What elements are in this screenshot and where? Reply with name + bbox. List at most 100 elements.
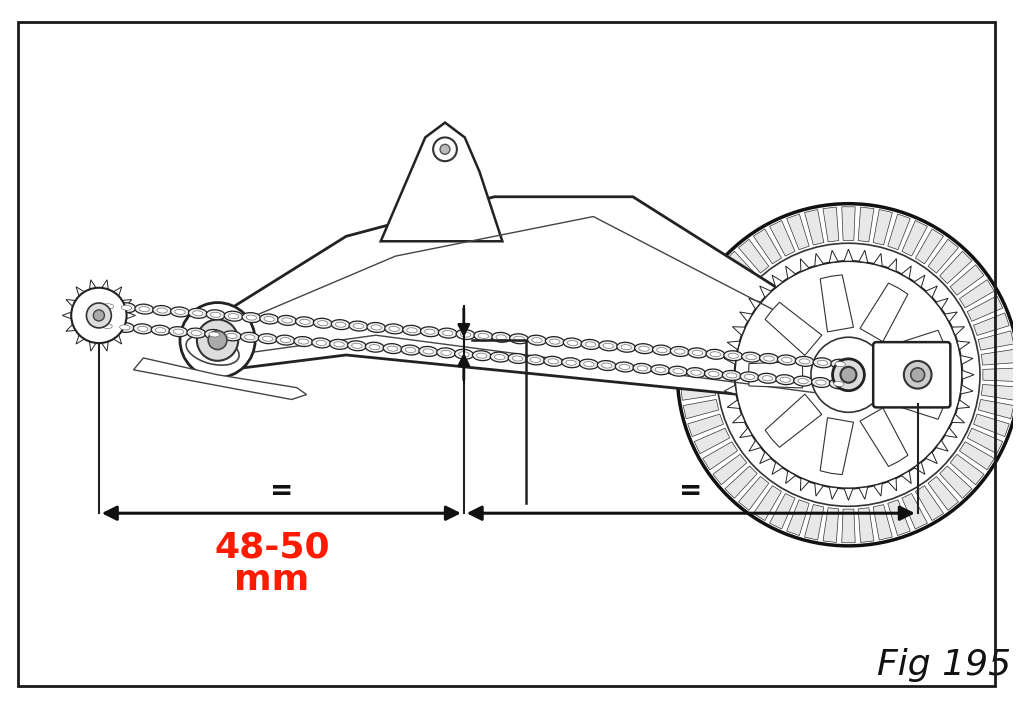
- Polygon shape: [760, 452, 771, 464]
- Ellipse shape: [597, 360, 616, 370]
- Ellipse shape: [371, 325, 382, 330]
- Ellipse shape: [531, 338, 542, 343]
- Ellipse shape: [224, 312, 243, 321]
- Ellipse shape: [425, 329, 435, 334]
- Ellipse shape: [671, 346, 689, 356]
- Polygon shape: [888, 258, 897, 271]
- Polygon shape: [940, 251, 972, 283]
- Ellipse shape: [812, 377, 830, 387]
- Circle shape: [841, 367, 856, 383]
- Polygon shape: [122, 299, 132, 307]
- Ellipse shape: [722, 370, 741, 380]
- Ellipse shape: [526, 355, 545, 365]
- Ellipse shape: [762, 376, 772, 381]
- Polygon shape: [858, 207, 873, 242]
- Ellipse shape: [281, 338, 291, 343]
- Polygon shape: [114, 335, 122, 344]
- Polygon shape: [873, 484, 883, 496]
- Ellipse shape: [687, 367, 706, 377]
- Ellipse shape: [294, 336, 312, 346]
- Polygon shape: [860, 408, 908, 467]
- Polygon shape: [820, 418, 853, 474]
- Polygon shape: [738, 239, 769, 273]
- Polygon shape: [983, 368, 1017, 382]
- Ellipse shape: [726, 373, 737, 378]
- Ellipse shape: [407, 328, 417, 333]
- Polygon shape: [765, 394, 822, 447]
- Ellipse shape: [829, 379, 848, 389]
- Polygon shape: [738, 476, 769, 510]
- Ellipse shape: [530, 358, 541, 362]
- Ellipse shape: [635, 343, 653, 353]
- Ellipse shape: [459, 352, 469, 357]
- Polygon shape: [902, 493, 928, 529]
- Polygon shape: [785, 471, 796, 484]
- Ellipse shape: [603, 343, 613, 348]
- Ellipse shape: [691, 370, 701, 375]
- Polygon shape: [859, 250, 867, 263]
- Polygon shape: [914, 462, 925, 474]
- Ellipse shape: [242, 313, 261, 323]
- Polygon shape: [974, 313, 1010, 336]
- Text: Fig 195: Fig 195: [878, 648, 1012, 682]
- Polygon shape: [873, 210, 892, 245]
- Ellipse shape: [758, 373, 777, 383]
- Polygon shape: [815, 253, 823, 266]
- Ellipse shape: [675, 349, 685, 354]
- Polygon shape: [681, 368, 714, 382]
- Ellipse shape: [317, 321, 328, 326]
- Polygon shape: [859, 487, 867, 499]
- Polygon shape: [769, 220, 795, 256]
- Polygon shape: [76, 335, 84, 344]
- Polygon shape: [786, 500, 809, 535]
- Ellipse shape: [474, 331, 493, 341]
- Ellipse shape: [508, 353, 527, 363]
- Polygon shape: [765, 302, 822, 355]
- Polygon shape: [842, 509, 855, 543]
- Polygon shape: [727, 341, 740, 350]
- Ellipse shape: [99, 302, 118, 312]
- Polygon shape: [888, 478, 897, 491]
- Ellipse shape: [367, 323, 386, 333]
- Ellipse shape: [656, 348, 667, 353]
- Polygon shape: [694, 296, 730, 321]
- Ellipse shape: [389, 326, 399, 331]
- Polygon shape: [688, 313, 723, 336]
- Polygon shape: [945, 312, 957, 322]
- Ellipse shape: [584, 362, 594, 367]
- Ellipse shape: [312, 338, 331, 348]
- Polygon shape: [950, 265, 984, 295]
- Ellipse shape: [173, 329, 183, 334]
- Polygon shape: [805, 505, 824, 540]
- Ellipse shape: [527, 335, 546, 346]
- Polygon shape: [760, 286, 771, 297]
- Ellipse shape: [441, 350, 452, 355]
- Polygon shape: [844, 249, 853, 261]
- Polygon shape: [754, 486, 781, 520]
- Ellipse shape: [193, 311, 203, 316]
- Polygon shape: [66, 299, 76, 307]
- Ellipse shape: [133, 324, 153, 333]
- Ellipse shape: [760, 353, 778, 363]
- Ellipse shape: [621, 345, 632, 350]
- Ellipse shape: [776, 375, 795, 384]
- Ellipse shape: [546, 336, 564, 346]
- Ellipse shape: [228, 314, 239, 319]
- Ellipse shape: [260, 314, 279, 324]
- Polygon shape: [945, 428, 957, 438]
- Ellipse shape: [353, 324, 364, 329]
- Polygon shape: [725, 466, 758, 498]
- Ellipse shape: [205, 329, 223, 339]
- Text: =: =: [679, 477, 702, 506]
- Ellipse shape: [296, 317, 314, 327]
- Ellipse shape: [186, 335, 240, 365]
- Ellipse shape: [455, 349, 473, 359]
- Ellipse shape: [476, 353, 487, 358]
- Ellipse shape: [655, 367, 666, 372]
- Ellipse shape: [728, 353, 738, 358]
- Polygon shape: [694, 428, 730, 454]
- Ellipse shape: [117, 303, 136, 313]
- Polygon shape: [823, 508, 839, 542]
- Polygon shape: [951, 414, 965, 423]
- Ellipse shape: [599, 341, 617, 350]
